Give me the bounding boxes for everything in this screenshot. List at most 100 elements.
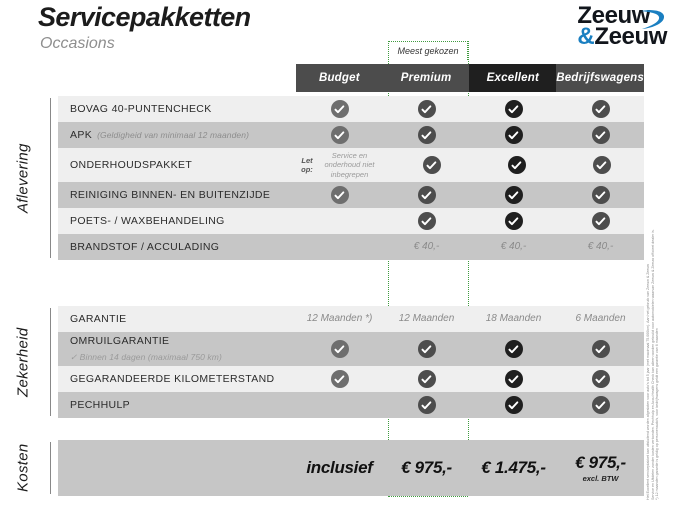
check-icon xyxy=(417,126,436,144)
table-row: PECHHULP xyxy=(58,392,644,418)
check-cell xyxy=(296,100,383,118)
highlight-guide-bottom xyxy=(388,496,468,497)
check-icon xyxy=(591,212,610,230)
row-label-text: BRANDSTOF / ACCULADING xyxy=(70,240,220,253)
check-icon xyxy=(330,370,349,388)
check-cell xyxy=(470,186,557,204)
check-cell xyxy=(557,186,644,204)
price-note: excl. BTW xyxy=(582,474,619,483)
check-icon xyxy=(330,340,349,358)
column-header-excellent[interactable]: Excellent xyxy=(469,64,557,92)
check-icon xyxy=(504,186,523,204)
check-cell xyxy=(296,186,383,204)
check-cell xyxy=(557,370,644,388)
price-cell: € 975,- xyxy=(383,458,470,478)
check-icon xyxy=(504,370,523,388)
kosten-rows: inclusief € 975,- € 1.475,- € 975,- excl. BT… xyxy=(58,440,644,496)
check-cell xyxy=(470,340,557,358)
check-cell xyxy=(383,396,470,414)
check-icon xyxy=(417,370,436,388)
value-cell: € 40,- xyxy=(587,241,614,252)
section-rule xyxy=(50,98,51,258)
row-label-sub: (Geldigheid van minimaal 12 maanden) xyxy=(97,129,250,140)
check-icon xyxy=(504,396,523,414)
value-cell: € 40,- xyxy=(500,241,527,252)
check-cell xyxy=(470,370,557,388)
row-label-text: PECHHULP xyxy=(70,398,130,411)
check-cell xyxy=(474,156,559,174)
price-cell: inclusief xyxy=(296,458,383,478)
row-label-text: GEGARANDEERDE KILOMETERSTAND xyxy=(70,372,275,385)
most-chosen-badge: Meest gekozen xyxy=(388,41,468,60)
check-cell xyxy=(383,340,470,358)
check-icon xyxy=(591,126,610,144)
table-row: BRANDSTOF / ACCULADING € 40,- € 40,- € 40,- xyxy=(58,234,644,260)
row-label: BOVAG 40-PUNTENCHECK xyxy=(58,103,296,116)
highlight-guide-right xyxy=(468,41,469,496)
check-icon xyxy=(504,100,523,118)
column-header-budget[interactable]: Budget xyxy=(296,64,383,92)
column-header-bedrijfswagens[interactable]: Bedrijfswagens xyxy=(556,64,645,92)
check-cell xyxy=(470,212,557,230)
value-cell: 6 Maanden xyxy=(575,313,626,324)
table-row: APK (Geldigheid van minimaal 12 maanden) xyxy=(58,122,644,148)
note-strong: Let op: xyxy=(301,155,313,175)
check-cell xyxy=(470,100,557,118)
check-cell xyxy=(383,126,470,144)
section-label-kosten: Kosten xyxy=(14,443,32,493)
price-cell: € 975,- excl. BTW xyxy=(557,453,644,483)
row-label-text: OMRUILGARANTIE xyxy=(70,334,170,347)
check-icon xyxy=(330,186,349,204)
highlight-guide-left xyxy=(388,41,389,496)
page-title: Servicepakketten xyxy=(38,2,251,32)
check-icon xyxy=(330,100,349,118)
section-rows: BOVAG 40-PUNTENCHECK APK (Geldigheid van m… xyxy=(58,96,644,260)
check-cell xyxy=(559,156,644,174)
swoosh-icon xyxy=(641,10,665,29)
section-label-zekerheid: Zekerheid xyxy=(14,327,32,397)
check-icon xyxy=(504,340,523,358)
logo-line-1: Zeeuw xyxy=(577,2,651,29)
check-icon xyxy=(504,126,523,144)
brand-logo: Zeeuw &Zeeuw xyxy=(577,2,667,49)
row-label-text: APK xyxy=(70,128,93,141)
fine-print: Het Excellent serviceplakket kan uitslui… xyxy=(646,96,684,500)
table-row: OMRUILGARANTIE ✓ Binnen 14 dagen (maximaa… xyxy=(58,332,644,366)
check-icon xyxy=(417,212,436,230)
row-label-text: GARANTIE xyxy=(70,312,127,325)
fine-print-line: *) 12 maanden garantie is geldig op pers… xyxy=(655,328,660,500)
check-cell xyxy=(296,126,383,144)
column-header-premium[interactable]: Premium xyxy=(382,64,470,92)
check-icon xyxy=(591,100,610,118)
check-cell xyxy=(557,340,644,358)
table-row: GEGARANDEERDE KILOMETERSTAND xyxy=(58,366,644,392)
row-label-text: REINIGING BINNEN- EN BUITENZIJDE xyxy=(70,188,271,201)
table-row: GARANTIE 12 Maanden *) 12 Maanden 18 Maande… xyxy=(58,306,644,332)
check-icon xyxy=(591,370,610,388)
check-icon xyxy=(591,340,610,358)
check-icon xyxy=(591,186,610,204)
check-icon xyxy=(507,156,526,174)
row-label-subnote: ✓ Binnen 14 dagen (maximaal 750 km) xyxy=(70,351,222,362)
row-label: APK (Geldigheid van minimaal 12 maanden) xyxy=(58,129,296,142)
kosten-rule xyxy=(50,442,51,494)
check-cell xyxy=(383,212,470,230)
check-icon xyxy=(330,126,349,144)
table-row: BOVAG 40-PUNTENCHECK xyxy=(58,96,644,122)
check-icon xyxy=(592,156,611,174)
check-icon xyxy=(504,212,523,230)
row-label-text: POETS- / WAXBEHANDELING xyxy=(70,214,225,227)
row-label: BRANDSTOF / ACCULADING xyxy=(58,241,296,254)
check-cell xyxy=(383,100,470,118)
row-label: ONDERHOUDSPAKKET xyxy=(58,159,296,172)
table-row: ONDERHOUDSPAKKET Let op: Service en onder… xyxy=(58,148,644,182)
check-cell xyxy=(383,370,470,388)
check-cell xyxy=(557,396,644,414)
note-cell: Let op: Service en onderhoud niet inbegr… xyxy=(296,151,389,180)
section-rows: GARANTIE 12 Maanden *) 12 Maanden 18 Maande… xyxy=(58,306,644,418)
row-label: GEGARANDEERDE KILOMETERSTAND xyxy=(58,373,296,386)
value-cell: 12 Maanden *) xyxy=(306,313,373,324)
row-label: REINIGING BINNEN- EN BUITENZIJDE xyxy=(58,189,296,202)
row-label: POETS- / WAXBEHANDELING xyxy=(58,215,296,228)
table-row: REINIGING BINNEN- EN BUITENZIJDE xyxy=(58,182,644,208)
